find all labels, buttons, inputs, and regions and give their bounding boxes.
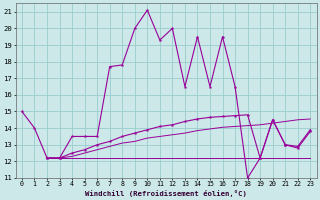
X-axis label: Windchill (Refroidissement éolien,°C): Windchill (Refroidissement éolien,°C) [85, 190, 247, 197]
